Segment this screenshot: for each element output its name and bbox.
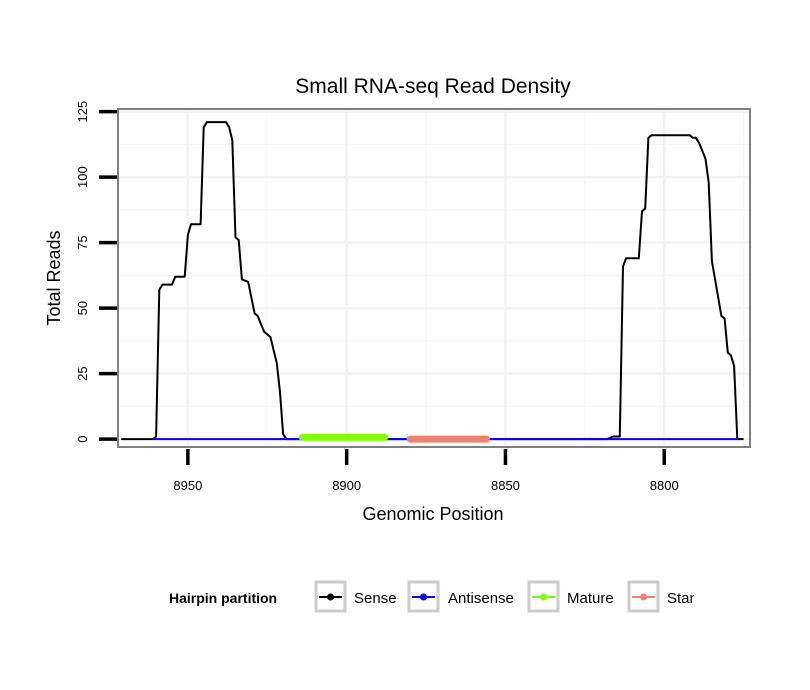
series-line-sense	[121, 121, 744, 441]
legend-key-point	[420, 593, 427, 601]
y-tick-label: 0	[75, 436, 90, 443]
legend-key-point	[640, 593, 647, 601]
x-tick-label: 8900	[332, 478, 361, 493]
y-tick-label: 25	[75, 366, 90, 380]
y-axis-title: Total Reads	[44, 230, 64, 325]
x-axis-title: Genomic Position	[362, 504, 503, 524]
legend-entry-sense: Sense	[314, 580, 397, 613]
legend-entry-star: Star	[627, 580, 695, 613]
legend-entries: Sense Antisense Mature Star	[314, 580, 695, 613]
y-axis-ticks: 0 25 50 75 100 125	[75, 101, 117, 443]
plot-panel-border	[117, 108, 751, 448]
y-tick-label: 50	[75, 301, 90, 315]
legend-label: Star	[667, 590, 695, 607]
legend-title: Hairpin partition	[169, 590, 277, 606]
y-tick-label: 125	[75, 101, 90, 123]
legend-entry-antisense: Antisense	[407, 580, 514, 613]
legend: Hairpin partition Sense Antisense Mature St…	[169, 580, 695, 613]
y-tick-label: 75	[75, 235, 90, 249]
y-tick-label: 100	[75, 166, 90, 188]
x-tick-label: 8850	[491, 478, 520, 493]
x-tick-label: 8950	[173, 478, 202, 493]
legend-label: Mature	[567, 590, 614, 607]
chart-title: Small RNA-seq Read Density	[295, 75, 571, 98]
legend-label: Antisense	[448, 590, 514, 607]
legend-key-point	[540, 593, 547, 601]
series-lines	[121, 121, 744, 443]
x-tick-label: 8800	[650, 478, 679, 493]
legend-entry-mature: Mature	[527, 580, 614, 613]
grid-lines	[118, 109, 750, 447]
legend-key-point	[327, 593, 334, 601]
x-axis-ticks: 8950 8900 8850 8800	[173, 449, 679, 493]
legend-label: Sense	[354, 590, 397, 607]
